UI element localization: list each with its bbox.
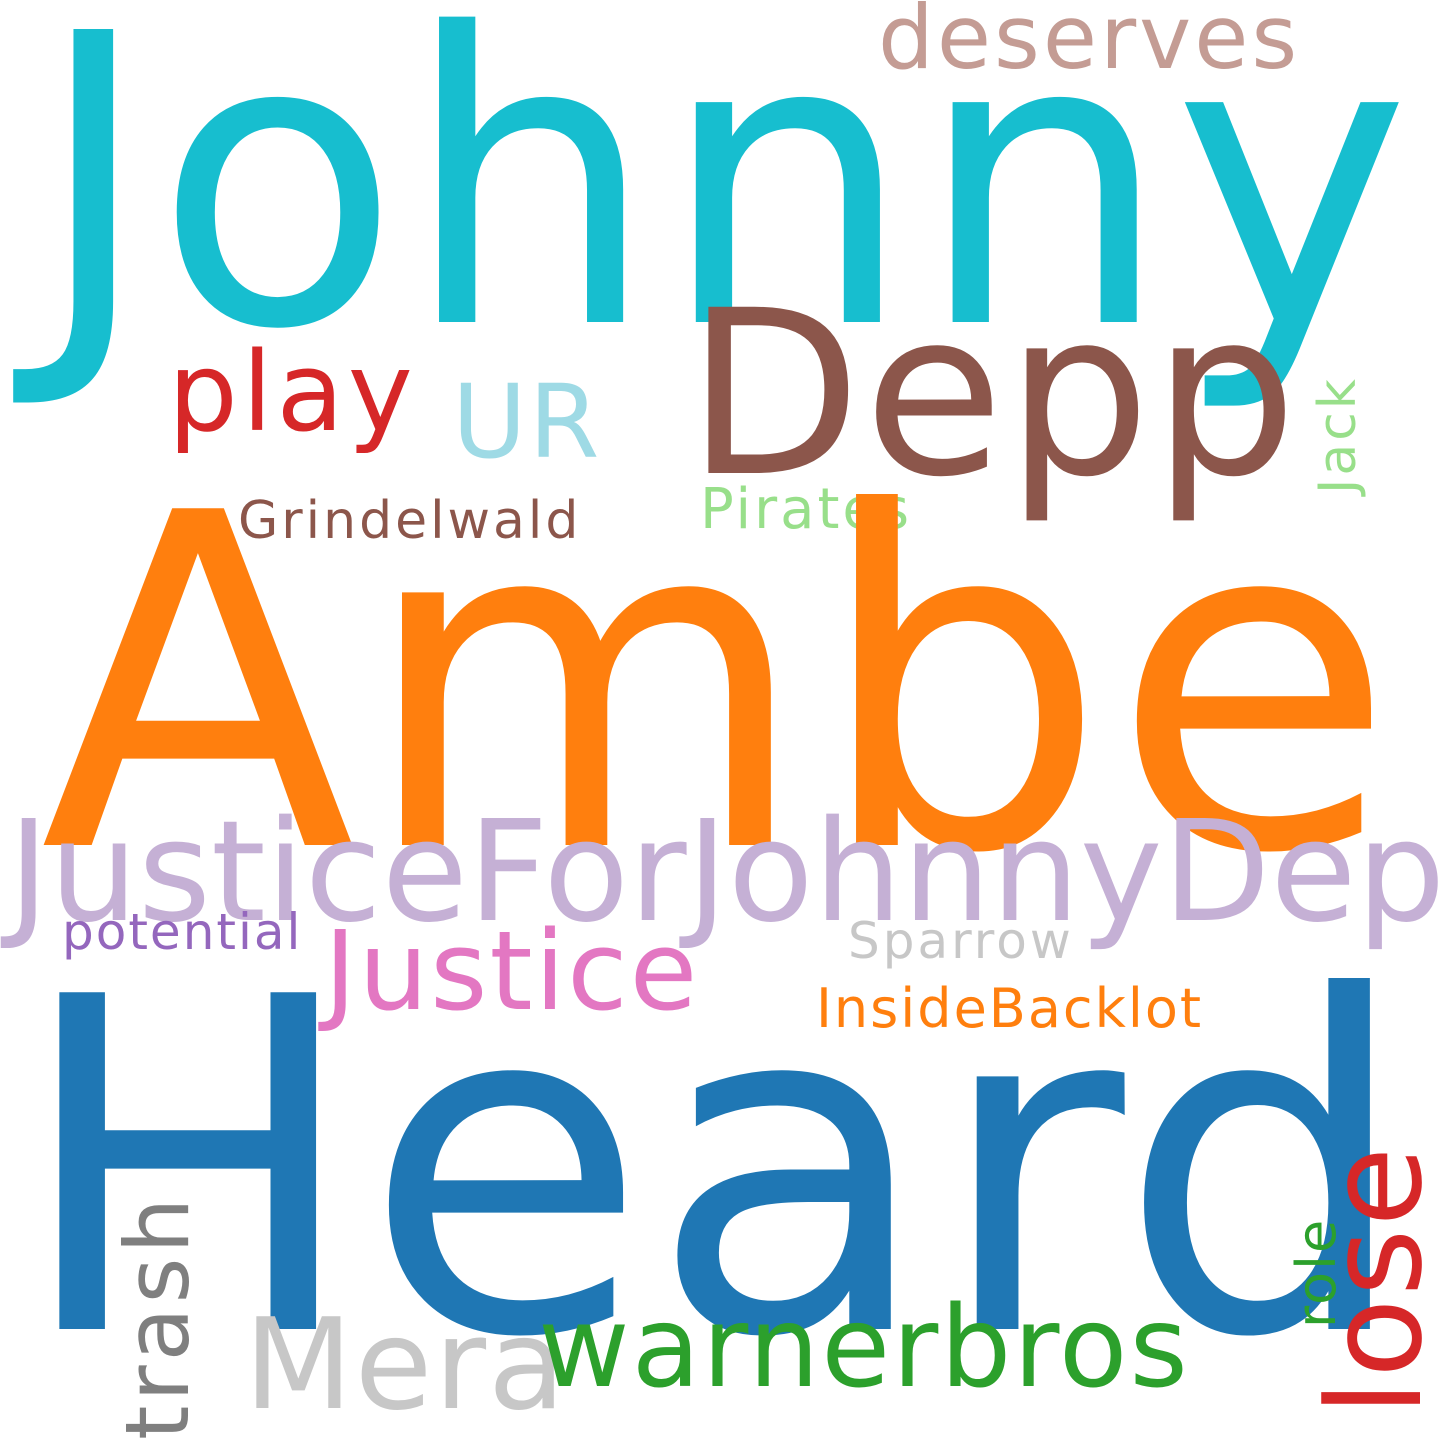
word-heard: Heard xyxy=(14,900,1414,1438)
word-deserves: deserves xyxy=(878,0,1301,89)
word-insidebacklot: InsideBacklot xyxy=(816,977,1204,1040)
word-depp: Depp xyxy=(686,261,1300,527)
word-grindelwald: Grindelwald xyxy=(238,491,582,551)
word-role: role xyxy=(1285,1217,1348,1328)
word-play: play xyxy=(168,328,417,456)
word-ur: UR xyxy=(452,363,602,482)
word-justicefor-johnnydepp: JusticeForJohnnyDepp xyxy=(8,791,1440,954)
word-johnny: Johnny xyxy=(34,0,1413,417)
word-mera: Mera xyxy=(244,1291,568,1438)
word-warnerbros: warnerbros xyxy=(538,1283,1190,1413)
word-trash: trash xyxy=(106,1193,209,1440)
word-potential: potential xyxy=(62,903,303,961)
word-sparrow: Sparrow xyxy=(848,912,1074,970)
word-justice: Justice xyxy=(324,907,700,1035)
word-amber: Amber xyxy=(40,416,1440,954)
word-pirates: Pirates xyxy=(700,477,913,542)
